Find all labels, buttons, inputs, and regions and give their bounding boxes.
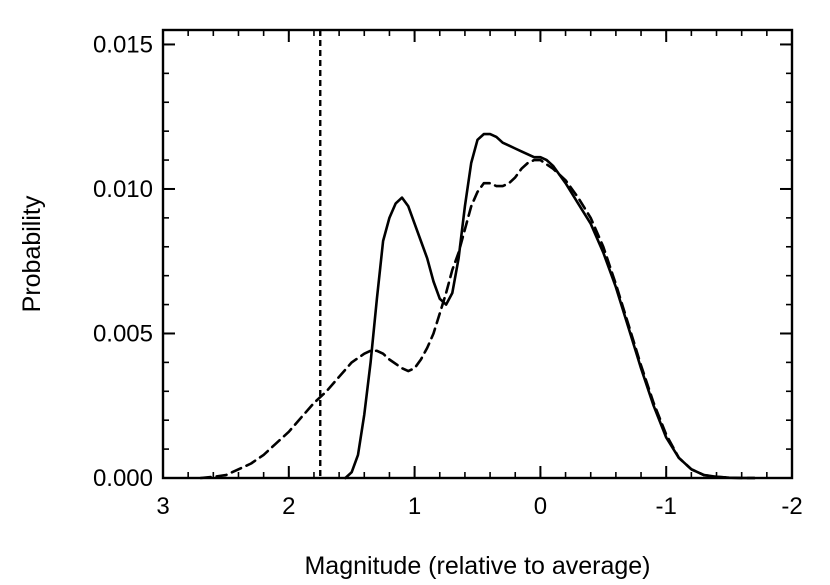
x-tick-label: -2 <box>781 493 802 520</box>
y-tick-label: 0.010 <box>93 176 153 203</box>
series-group <box>199 132 756 480</box>
x-tick-label: -1 <box>656 493 677 520</box>
y-tick-label: 0.015 <box>93 31 153 58</box>
series-line-solid <box>344 132 756 480</box>
x-tick-labels: 3 2 1 0 -1 -2 <box>156 493 802 520</box>
x-tick-label: 2 <box>282 493 295 520</box>
plot-frame <box>161 28 794 480</box>
series-line-dashed <box>199 158 756 480</box>
x-tick-label: 0 <box>534 493 547 520</box>
y-tick-label: 0.005 <box>93 320 153 347</box>
x-axis-title: Magnitude (relative to average) <box>304 552 650 580</box>
y-tick-label: 0.000 <box>93 465 153 492</box>
x-tick-label: 3 <box>156 493 169 520</box>
x-tick-label: 1 <box>408 493 421 520</box>
major-ticks <box>162 30 793 479</box>
y-tick-labels: 0.000 0.005 0.010 0.015 <box>93 31 153 492</box>
y-axis-title: Probability <box>18 195 46 312</box>
